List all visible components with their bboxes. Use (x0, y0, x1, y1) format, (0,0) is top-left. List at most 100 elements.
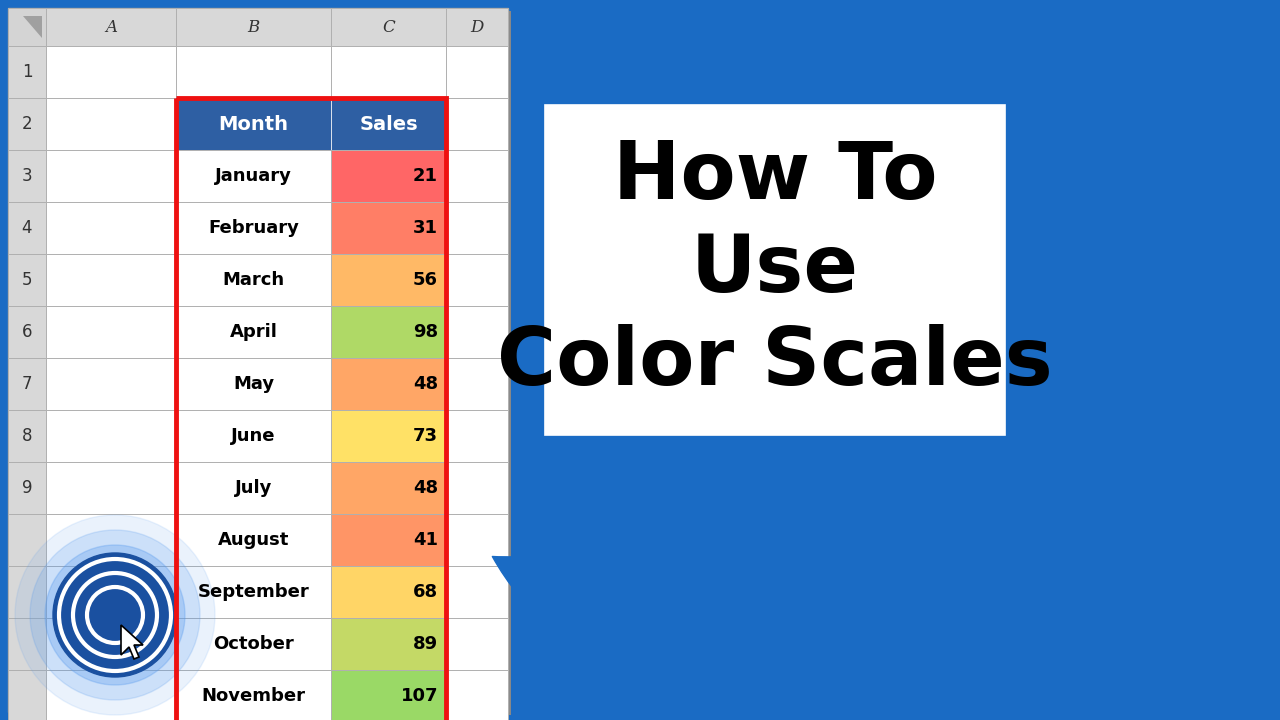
Text: February: February (209, 219, 300, 237)
Bar (332, 46, 445, 98)
Bar (332, 514, 445, 566)
Bar (332, 566, 445, 618)
Text: 73: 73 (413, 427, 438, 445)
Bar (177, 566, 332, 618)
Bar (332, 98, 445, 150)
Bar (8, 202, 46, 254)
Bar (332, 8, 445, 46)
Bar (445, 254, 508, 306)
Bar (8, 618, 46, 670)
Bar (46, 8, 177, 46)
Bar (8, 8, 508, 712)
Polygon shape (23, 16, 42, 38)
Text: 41: 41 (413, 531, 438, 549)
Text: June: June (232, 427, 275, 445)
Bar (8, 150, 46, 202)
Bar (332, 98, 445, 150)
Bar (332, 410, 445, 462)
Bar (332, 514, 445, 566)
Bar (540, 100, 1010, 440)
Bar (8, 46, 46, 98)
Bar (46, 670, 177, 720)
Text: Month: Month (219, 114, 288, 133)
Bar (177, 150, 332, 202)
Bar (8, 254, 46, 306)
Text: 48: 48 (413, 479, 438, 497)
Bar (332, 254, 445, 306)
Text: November: November (201, 687, 306, 705)
Bar (8, 462, 46, 514)
Bar (445, 566, 508, 618)
Text: 3: 3 (22, 167, 32, 185)
Text: January: January (215, 167, 292, 185)
Bar (445, 618, 508, 670)
Circle shape (52, 553, 177, 677)
Bar (332, 202, 445, 254)
Bar (332, 306, 445, 358)
Bar (177, 202, 332, 254)
Text: 21: 21 (413, 167, 438, 185)
Bar (177, 306, 332, 358)
Bar (46, 306, 177, 358)
Text: 56: 56 (413, 271, 438, 289)
Text: 98: 98 (413, 323, 438, 341)
Bar (177, 254, 332, 306)
Bar (177, 670, 332, 720)
Text: D: D (470, 19, 484, 35)
Bar (177, 46, 332, 98)
Text: 6: 6 (22, 323, 32, 341)
Text: 8: 8 (22, 427, 32, 445)
Bar (46, 410, 177, 462)
Text: July: July (234, 479, 273, 497)
Circle shape (45, 545, 186, 685)
Bar (8, 410, 46, 462)
Bar (8, 8, 46, 46)
Bar (46, 358, 177, 410)
Bar (445, 46, 508, 98)
Bar (332, 618, 445, 670)
Bar (46, 462, 177, 514)
Bar (177, 358, 332, 410)
Bar (445, 98, 508, 150)
Bar (445, 306, 508, 358)
Bar (332, 618, 445, 670)
Text: 7: 7 (22, 375, 32, 393)
Bar (332, 410, 445, 462)
Text: How To
Use
Color Scales: How To Use Color Scales (497, 138, 1053, 402)
Bar (332, 306, 445, 358)
Text: 48: 48 (413, 375, 438, 393)
Bar (177, 462, 332, 514)
Bar (8, 566, 46, 618)
Text: 9: 9 (22, 479, 32, 497)
Text: 31: 31 (413, 219, 438, 237)
Bar (332, 150, 445, 202)
Bar (332, 358, 445, 410)
Text: A: A (105, 19, 116, 35)
Bar (332, 254, 445, 306)
Bar (46, 46, 177, 98)
Bar (177, 670, 332, 720)
Bar (177, 202, 332, 254)
Bar (177, 566, 332, 618)
Bar (46, 150, 177, 202)
Bar (46, 202, 177, 254)
Bar (177, 514, 332, 566)
Bar (177, 514, 332, 566)
Text: 2: 2 (22, 115, 32, 133)
Bar (46, 618, 177, 670)
Bar (332, 566, 445, 618)
Bar (177, 358, 332, 410)
Bar (332, 462, 445, 514)
Text: October: October (214, 635, 294, 653)
Bar (445, 358, 508, 410)
Bar (332, 150, 445, 202)
Bar (8, 98, 46, 150)
Bar (177, 254, 332, 306)
Text: 89: 89 (413, 635, 438, 653)
Text: 68: 68 (413, 583, 438, 601)
Bar (177, 8, 332, 46)
Bar (177, 462, 332, 514)
Bar (177, 98, 332, 150)
Text: B: B (247, 19, 260, 35)
Text: August: August (218, 531, 289, 549)
